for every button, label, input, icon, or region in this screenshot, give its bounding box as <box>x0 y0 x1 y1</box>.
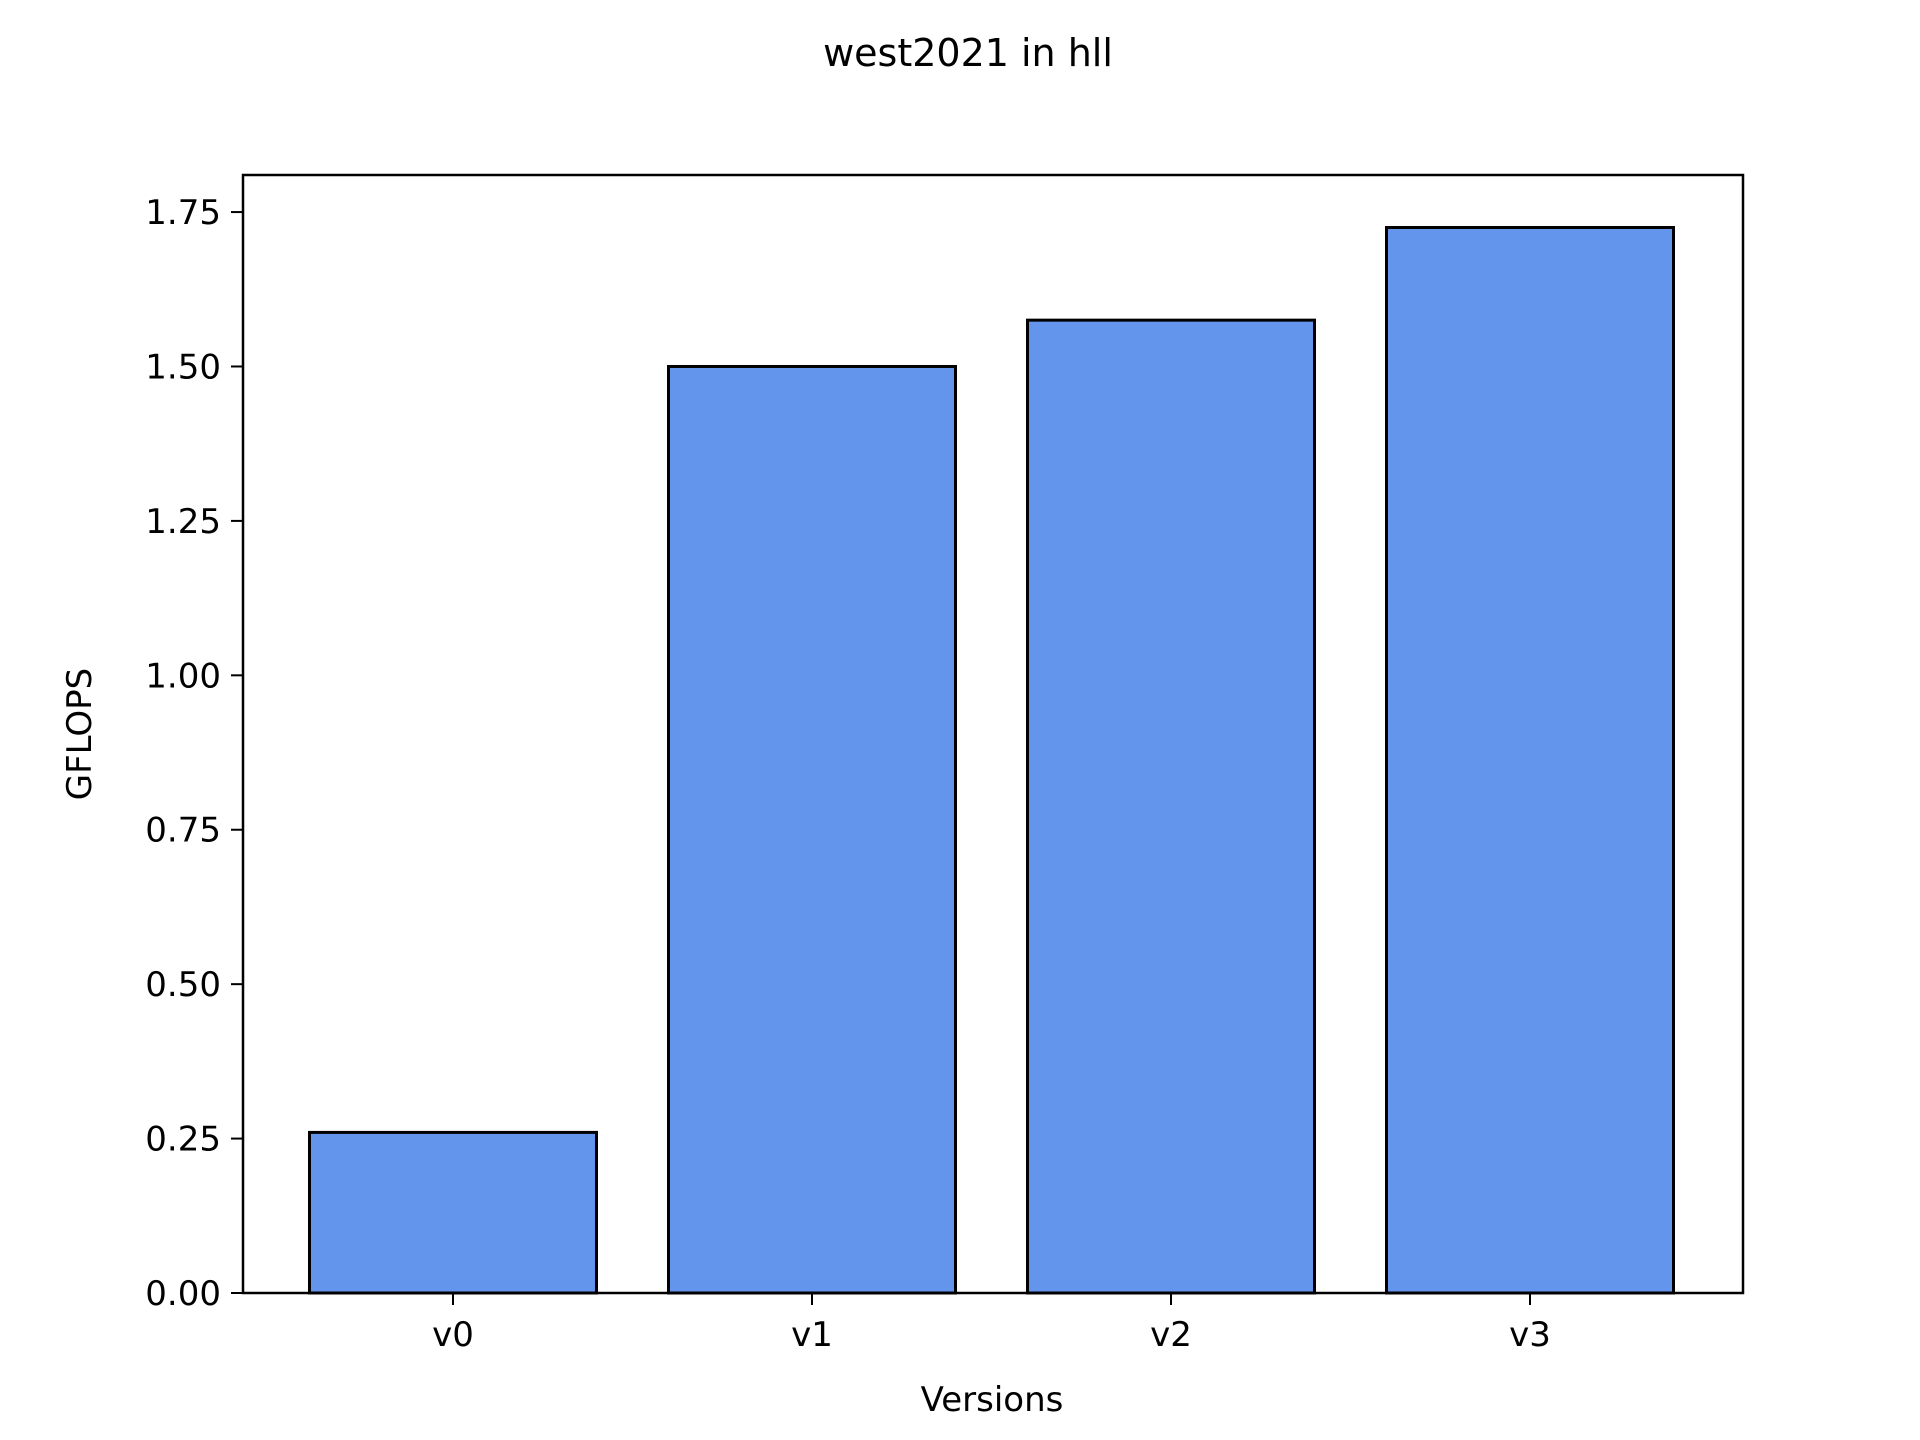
bar-v2 <box>1026 318 1316 1295</box>
x-tick-label: v0 <box>432 1315 474 1355</box>
bar-v3 <box>1385 226 1675 1295</box>
y-tick-label: 0.75 <box>145 811 221 851</box>
bars-group <box>308 226 1675 1295</box>
y-tick-label: 0.00 <box>145 1274 221 1314</box>
y-tick-label: 1.00 <box>145 656 221 696</box>
x-axis: v0 v1 v2 v3 <box>432 1293 1551 1355</box>
y-tick-label: 0.50 <box>145 965 221 1005</box>
y-tick-label: 1.50 <box>145 347 221 387</box>
y-axis: 0.00 0.25 0.50 0.75 1.00 1.25 1.50 1.75 <box>145 193 243 1314</box>
x-tick-label: v3 <box>1509 1315 1551 1355</box>
y-tick-label: 1.75 <box>145 193 221 233</box>
x-axis-label: Versions <box>921 1380 1064 1420</box>
x-tick-label: v2 <box>1150 1315 1192 1355</box>
chart-title: west2021 in hll <box>823 31 1113 75</box>
y-tick-label: 0.25 <box>145 1120 221 1160</box>
bar-v0 <box>308 1130 598 1295</box>
plot-frame <box>241 173 1745 1295</box>
bar-v1 <box>667 364 957 1295</box>
y-axis-label: GFLOPS <box>60 668 100 800</box>
x-tick-label: v1 <box>791 1315 833 1355</box>
y-tick-label: 1.25 <box>145 502 221 542</box>
